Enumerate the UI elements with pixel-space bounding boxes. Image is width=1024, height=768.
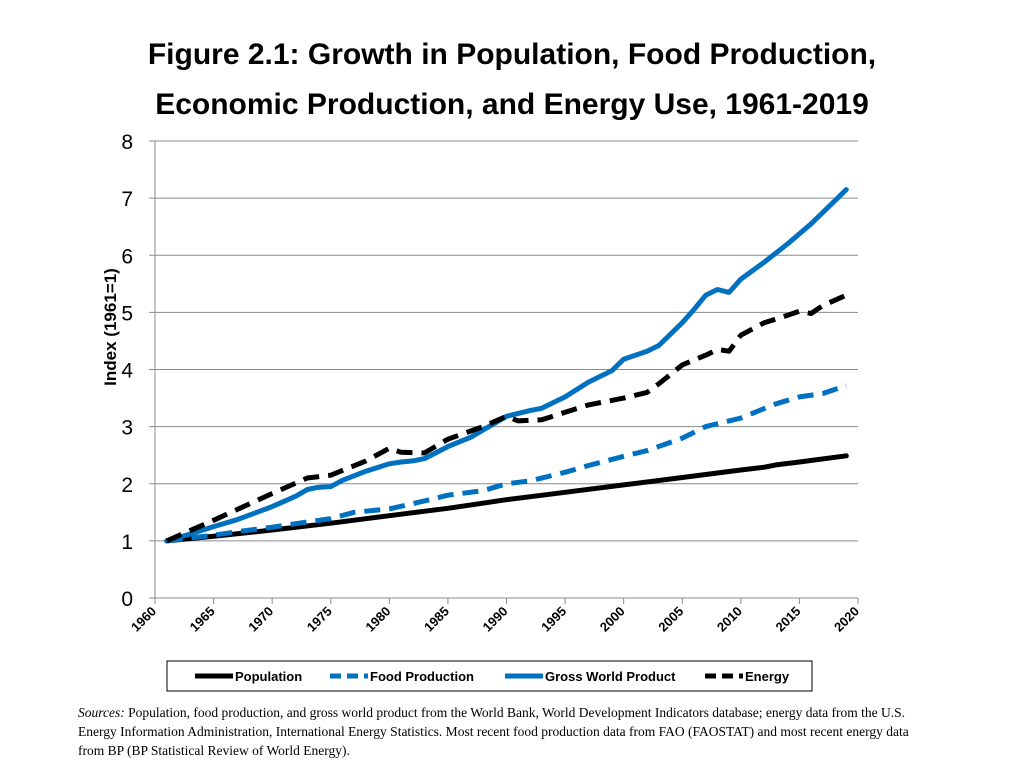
legend-label-gross-world-product: Gross World Product [545, 669, 676, 684]
x-tick-label-2000: 2000 [597, 604, 628, 635]
sources-text: Population, food production, and gross w… [78, 705, 909, 758]
x-tick-label-2020: 2020 [831, 604, 862, 635]
y-tick-label-1: 1 [121, 531, 133, 554]
x-tick-label-2010: 2010 [714, 604, 745, 635]
sources-note: Sources: Population, food production, an… [78, 703, 938, 760]
series-line-population [164, 453, 849, 544]
y-tick-label-2: 2 [121, 474, 133, 497]
y-tick-label-5: 5 [121, 302, 133, 325]
legend-label-population: Population [235, 669, 302, 684]
x-tick-label-1970: 1970 [245, 604, 276, 635]
x-tick-label-2015: 2015 [772, 604, 803, 635]
y-axis-label: Index (1961=1) [101, 268, 120, 386]
x-tick-label-2005: 2005 [655, 604, 686, 635]
chart-title-line-1: Figure 2.1: Growth in Population, Food P… [147, 38, 877, 71]
legend: Population Food Production Gross World Pro… [166, 660, 813, 692]
legend-box [166, 660, 813, 692]
legend-label-energy: Energy [745, 669, 790, 684]
x-tick-label-1985: 1985 [421, 604, 452, 635]
y-tick-label-7: 7 [121, 188, 133, 211]
y-tick-label-4: 4 [121, 360, 133, 383]
series-line-food-production [166, 383, 848, 544]
x-tick-label-1975: 1975 [304, 604, 335, 635]
series-group [164, 187, 849, 544]
series-line-energy [165, 292, 848, 544]
chart-title-line-2: Economic Production, and Energy Use, 196… [155, 88, 869, 121]
series-line-gross-world-product [164, 187, 849, 544]
y-tick-label-8: 8 [121, 131, 133, 154]
y-tick-label-6: 6 [121, 245, 133, 268]
y-tick-label-3: 3 [121, 417, 133, 440]
sources-label: Sources: [78, 705, 125, 720]
x-tick-label-1965: 1965 [187, 604, 218, 635]
x-tick-label-1995: 1995 [538, 604, 569, 635]
chart-title: Figure 2.1: Growth in Population, Food P… [0, 30, 1024, 130]
legend-label-food-production: Food Production [370, 669, 474, 684]
y-tick-label-0: 0 [121, 588, 133, 611]
x-tick-label-1990: 1990 [480, 604, 511, 635]
x-tick-label-1980: 1980 [362, 604, 393, 635]
